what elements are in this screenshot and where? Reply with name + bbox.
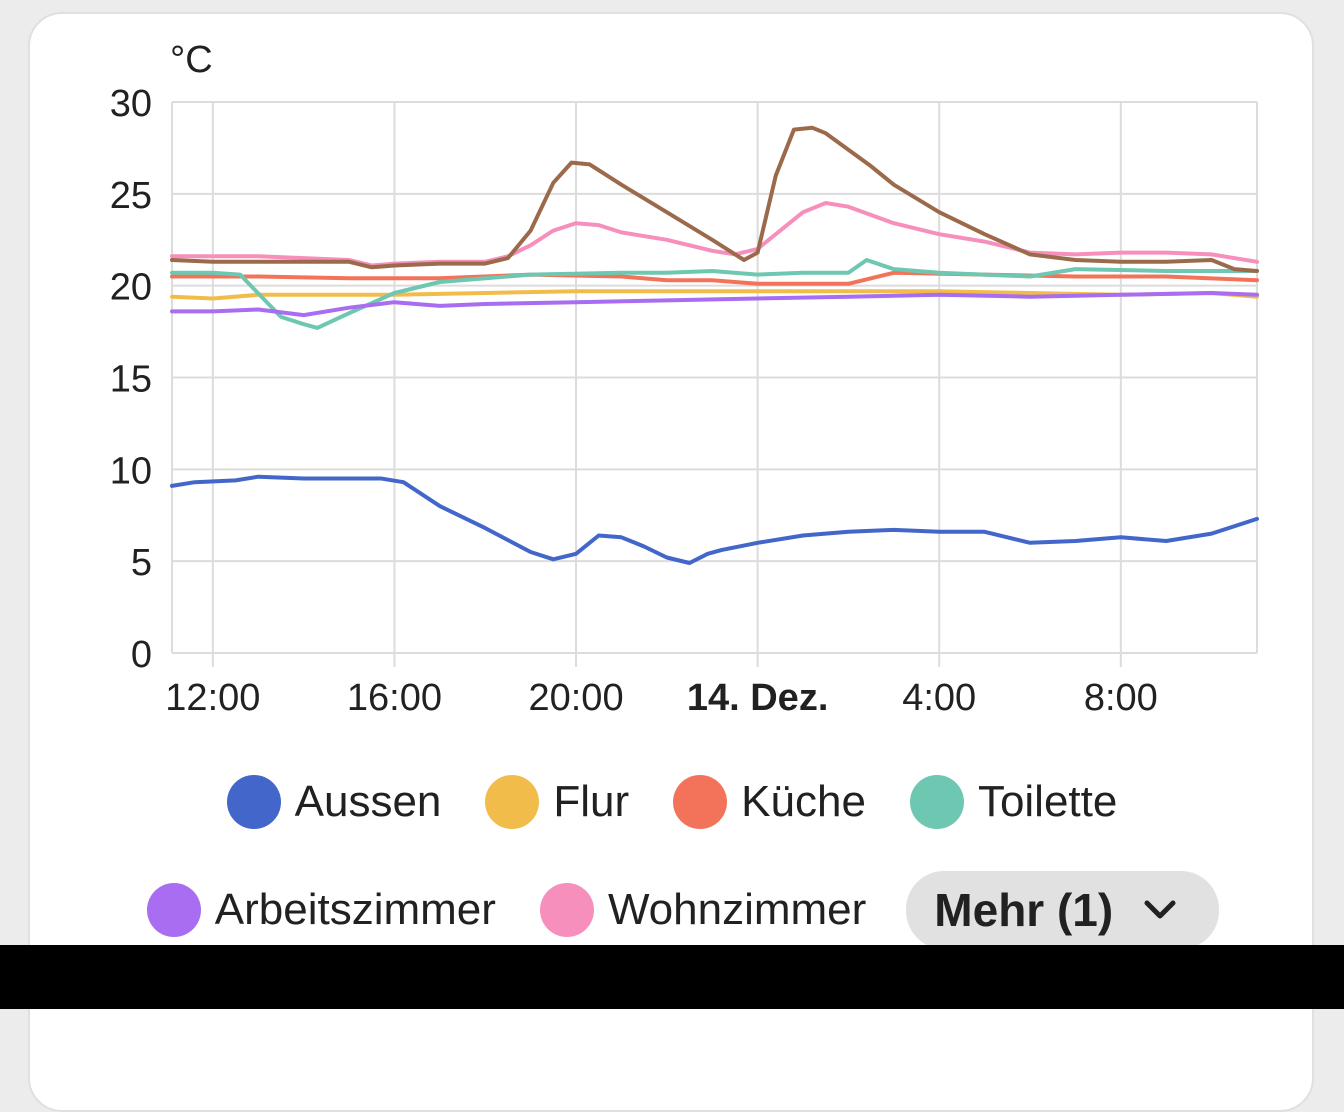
y-tick-label: 5	[131, 542, 152, 584]
y-tick-label: 10	[110, 450, 152, 492]
x-tick-label: 16:00	[347, 677, 442, 719]
legend-label-aussen: Aussen	[294, 777, 442, 826]
series-lines	[170, 125, 1259, 565]
legend-swatch-kueche	[673, 775, 728, 829]
series-line-toilette	[170, 258, 1259, 330]
x-tick-label: 12:00	[165, 677, 260, 719]
legend-row-2: Arbeitszimmer Wohnzimmer Mehr (1)	[0, 871, 1344, 949]
legend-label-toilette: Toilette	[977, 777, 1118, 826]
x-tick-label: 4:00	[902, 677, 976, 719]
chevron-down-icon	[1143, 899, 1177, 921]
legend-item-arbeitszimmer[interactable]: Arbeitszimmer	[146, 883, 496, 937]
series-line-unnamed-6	[170, 125, 1259, 273]
y-tick-label: 20	[110, 267, 152, 309]
series-line-wohnzimmer	[170, 201, 1259, 268]
system-navigation-bar	[0, 945, 1344, 1009]
x-axis-ticks: 12:00 16:00 20:00 14. Dez. 4:00 8:00	[165, 677, 1157, 719]
x-tick-label: 14. Dez.	[687, 677, 829, 719]
y-tick-label: 30	[110, 83, 152, 125]
legend-item-flur[interactable]: Flur	[485, 775, 629, 829]
y-tick-label: 0	[131, 634, 152, 676]
more-legend-button[interactable]: Mehr (1)	[906, 871, 1220, 949]
grid	[171, 101, 1258, 667]
legend-item-kueche[interactable]: Küche	[673, 775, 866, 829]
x-tick-label: 20:00	[528, 677, 623, 719]
legend-label-wohnzimmer: Wohnzimmer	[607, 885, 867, 934]
x-tick-label: 8:00	[1084, 677, 1158, 719]
y-tick-label: 15	[110, 359, 152, 401]
legend-row-1: Aussen Flur Küche Toilette	[0, 770, 1344, 834]
y-axis-unit: °C	[170, 39, 213, 81]
series-line-arbeitszimmer	[170, 291, 1259, 318]
legend-swatch-wohnzimmer	[539, 883, 594, 937]
history-chart[interactable]: 0 5 10 15 20 25 30 12:00 16:00 20:00 14. Dez. 4:00…	[0, 0, 1344, 780]
legend-label-kueche: Küche	[741, 777, 866, 826]
y-axis-ticks: 0 5 10 15 20 25 30	[110, 83, 152, 676]
legend-swatch-flur	[485, 775, 540, 829]
legend-swatch-toilette	[909, 775, 964, 829]
more-legend-label: Mehr (1)	[934, 884, 1114, 936]
series-line-aussen	[170, 474, 1259, 565]
legend-item-aussen[interactable]: Aussen	[226, 775, 442, 829]
series-line-k-che	[170, 270, 1259, 286]
legend-label-arbeitszimmer: Arbeitszimmer	[214, 885, 496, 934]
legend-item-wohnzimmer[interactable]: Wohnzimmer	[539, 883, 867, 937]
y-tick-label: 25	[110, 175, 152, 217]
legend-label-flur: Flur	[553, 777, 630, 826]
legend-item-toilette[interactable]: Toilette	[909, 775, 1118, 829]
legend-swatch-arbeitszimmer	[146, 883, 201, 937]
legend-swatch-aussen	[226, 775, 281, 829]
